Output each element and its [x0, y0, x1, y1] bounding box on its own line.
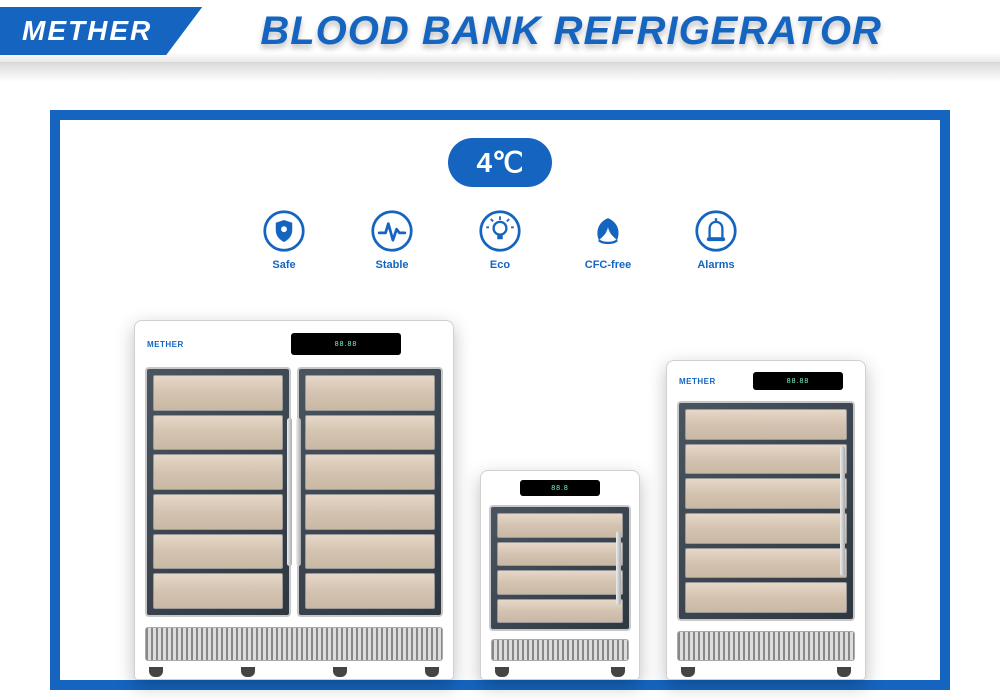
- shelf: [305, 454, 435, 490]
- fridge-top-panel: METHER 88.88: [135, 321, 453, 367]
- fridge-top-panel: METHER 88.88: [667, 361, 865, 401]
- fridge-brand: METHER: [679, 377, 716, 386]
- feature-cfc-free: CFC-free: [577, 209, 639, 271]
- fridge-doors: [667, 401, 865, 631]
- bulb-icon: [478, 209, 522, 253]
- fridge-top-panel: 88.8: [481, 471, 639, 505]
- fridge-door-right: [297, 367, 443, 617]
- product-frame: 4℃ Safe Stable: [50, 110, 950, 690]
- feature-label: Alarms: [697, 259, 734, 271]
- shelf: [305, 415, 435, 451]
- door-handle: [616, 531, 621, 604]
- shelf: [685, 444, 847, 475]
- shelf: [685, 582, 847, 613]
- feature-label: Eco: [490, 259, 510, 271]
- page-title: BLOOD BANK REFRIGERATOR: [202, 9, 1000, 54]
- fridge-door: [489, 505, 631, 631]
- feature-row: Safe Stable: [253, 209, 747, 271]
- shelf: [497, 570, 623, 595]
- feature-label: Safe: [272, 259, 295, 271]
- caster: [241, 667, 255, 677]
- fridge-doors: [481, 505, 639, 639]
- shelf: [153, 573, 283, 609]
- fridge-casters: [135, 667, 453, 679]
- temperature-value: 4℃: [476, 146, 523, 179]
- caster: [149, 667, 163, 677]
- door-handle: [287, 418, 292, 566]
- brand-logo-text: METHER: [22, 15, 152, 47]
- shelf: [305, 494, 435, 530]
- fridge-vent: [491, 639, 629, 661]
- header-shadow: [0, 62, 1000, 82]
- feature-safe: Safe: [253, 209, 315, 271]
- pulse-icon: [370, 209, 414, 253]
- door-handle: [840, 446, 845, 576]
- fridge-door-left: [145, 367, 291, 617]
- leaf-icon: [586, 209, 630, 253]
- temperature-badge: 4℃: [448, 138, 551, 187]
- shelf: [685, 548, 847, 579]
- feature-label: Stable: [375, 259, 408, 271]
- shelf: [305, 534, 435, 570]
- shelf: [153, 534, 283, 570]
- feature-stable: Stable: [361, 209, 423, 271]
- feature-label: CFC-free: [585, 259, 631, 271]
- shelf: [153, 375, 283, 411]
- shelf: [685, 478, 847, 509]
- shelf: [153, 454, 283, 490]
- caster: [495, 667, 509, 677]
- shelf: [497, 542, 623, 567]
- shelf: [685, 513, 847, 544]
- fridge-display: 88.8: [520, 480, 600, 496]
- product-lineup: METHER 88.88: [60, 320, 940, 680]
- fridge-display: 88.88: [753, 372, 843, 390]
- shelf: [305, 375, 435, 411]
- caster: [611, 667, 625, 677]
- feature-eco: Eco: [469, 209, 531, 271]
- content-wrapper: 4℃ Safe Stable: [0, 82, 1000, 690]
- fridge-small: 88.8: [480, 470, 640, 680]
- feature-alarms: Alarms: [685, 209, 747, 271]
- caster: [837, 667, 851, 677]
- door-handle: [296, 418, 301, 566]
- fridge-vent: [677, 631, 855, 661]
- caster: [333, 667, 347, 677]
- brand-logo: METHER: [0, 7, 202, 55]
- header-banner: METHER BLOOD BANK REFRIGERATOR: [0, 0, 1000, 62]
- shield-icon: [262, 209, 306, 253]
- shelf: [305, 573, 435, 609]
- fridge-display: 88.88: [291, 333, 401, 355]
- shelf: [685, 409, 847, 440]
- caster: [425, 667, 439, 677]
- shelf: [497, 513, 623, 538]
- fridge-medium: METHER 88.88: [666, 360, 866, 680]
- fridge-casters: [667, 667, 865, 679]
- fridge-brand: METHER: [147, 340, 184, 349]
- fridge-door: [677, 401, 855, 621]
- alarm-icon: [694, 209, 738, 253]
- fridge-casters: [481, 667, 639, 679]
- shelf: [153, 415, 283, 451]
- caster: [681, 667, 695, 677]
- fridge-vent: [145, 627, 443, 661]
- shelf: [497, 599, 623, 624]
- shelf: [153, 494, 283, 530]
- fridge-large: METHER 88.88: [134, 320, 454, 680]
- fridge-doors: [135, 367, 453, 627]
